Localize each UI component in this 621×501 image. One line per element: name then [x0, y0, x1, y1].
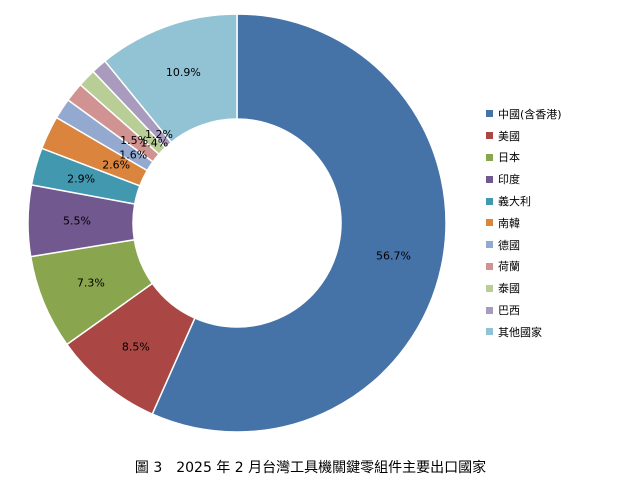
legend-swatch [486, 241, 493, 249]
legend-label: 義大利 [498, 195, 531, 209]
legend-swatch [486, 175, 493, 183]
data-label-8: 1.4% [140, 137, 168, 150]
legend-label: 南韓 [498, 216, 520, 230]
legend-label: 印度 [498, 173, 520, 187]
slice-0 [151, 13, 447, 433]
legend-label: 巴西 [498, 304, 520, 318]
legend-item: 美國 [486, 125, 562, 147]
data-label-6: 1.6% [119, 149, 147, 162]
legend: 中國(含香港) 美國日本印度義大利南韓德國荷蘭泰國巴西其他國家 [486, 103, 562, 343]
data-labels: 56.7% 8.5% 7.3% 5.5% 2.9% 2.6%1.6% 1.5%1.4%1.2… [63, 66, 411, 354]
legend-swatch [486, 110, 493, 118]
donut-slices [27, 13, 447, 433]
legend-label: 美國 [498, 129, 520, 143]
legend-item: 義大利 [486, 190, 562, 212]
data-label-5: 2.6% [102, 159, 130, 172]
legend-swatch [486, 219, 493, 227]
legend-item: 荷蘭 [486, 256, 562, 278]
legend-label: 其他國家 [498, 325, 542, 339]
data-label-2: 7.3% [77, 277, 105, 290]
legend-item: 其他國家 [486, 321, 562, 343]
legend-item: 德國 [486, 234, 562, 256]
donut-chart: 56.7% 8.5% 7.3% 5.5% 2.9% 2.6%1.6% 1.5%1.4%1.2… [27, 13, 447, 433]
legend-label: 荷蘭 [498, 260, 520, 274]
legend-item: 印度 [486, 168, 562, 190]
legend-item: 中國(含香港) [486, 103, 562, 125]
legend-item: 南韓 [486, 212, 562, 234]
legend-swatch [486, 197, 493, 205]
data-label-1: 8.5% [122, 340, 150, 353]
legend-label: 泰國 [498, 282, 520, 296]
legend-swatch [486, 132, 493, 140]
legend-swatch [486, 306, 493, 314]
legend-label: 德國 [498, 238, 520, 252]
data-label-4: 2.9% [67, 173, 95, 186]
legend-item: 巴西 [486, 299, 562, 321]
data-label-9: 1.2% [145, 128, 173, 141]
legend-swatch [486, 262, 493, 270]
slice-10 [103, 13, 238, 144]
legend-swatch [486, 284, 493, 292]
legend-item: 泰國 [486, 277, 562, 299]
legend-swatch [486, 328, 493, 336]
legend-label: 日本 [498, 151, 520, 165]
figure-caption: 圖 3 2025 年 2 月台灣工具機關鍵零組件主要出口國家 [134, 460, 487, 476]
data-label-7: 1.5% [120, 134, 148, 147]
data-label-3: 5.5% [63, 215, 91, 228]
legend-swatch [486, 153, 493, 161]
data-label-0: 56.7% [376, 250, 411, 263]
legend-item: 日本 [486, 147, 562, 169]
data-label-10: 10.9% [166, 66, 201, 79]
legend-label: 中國(含香港) [498, 107, 562, 121]
